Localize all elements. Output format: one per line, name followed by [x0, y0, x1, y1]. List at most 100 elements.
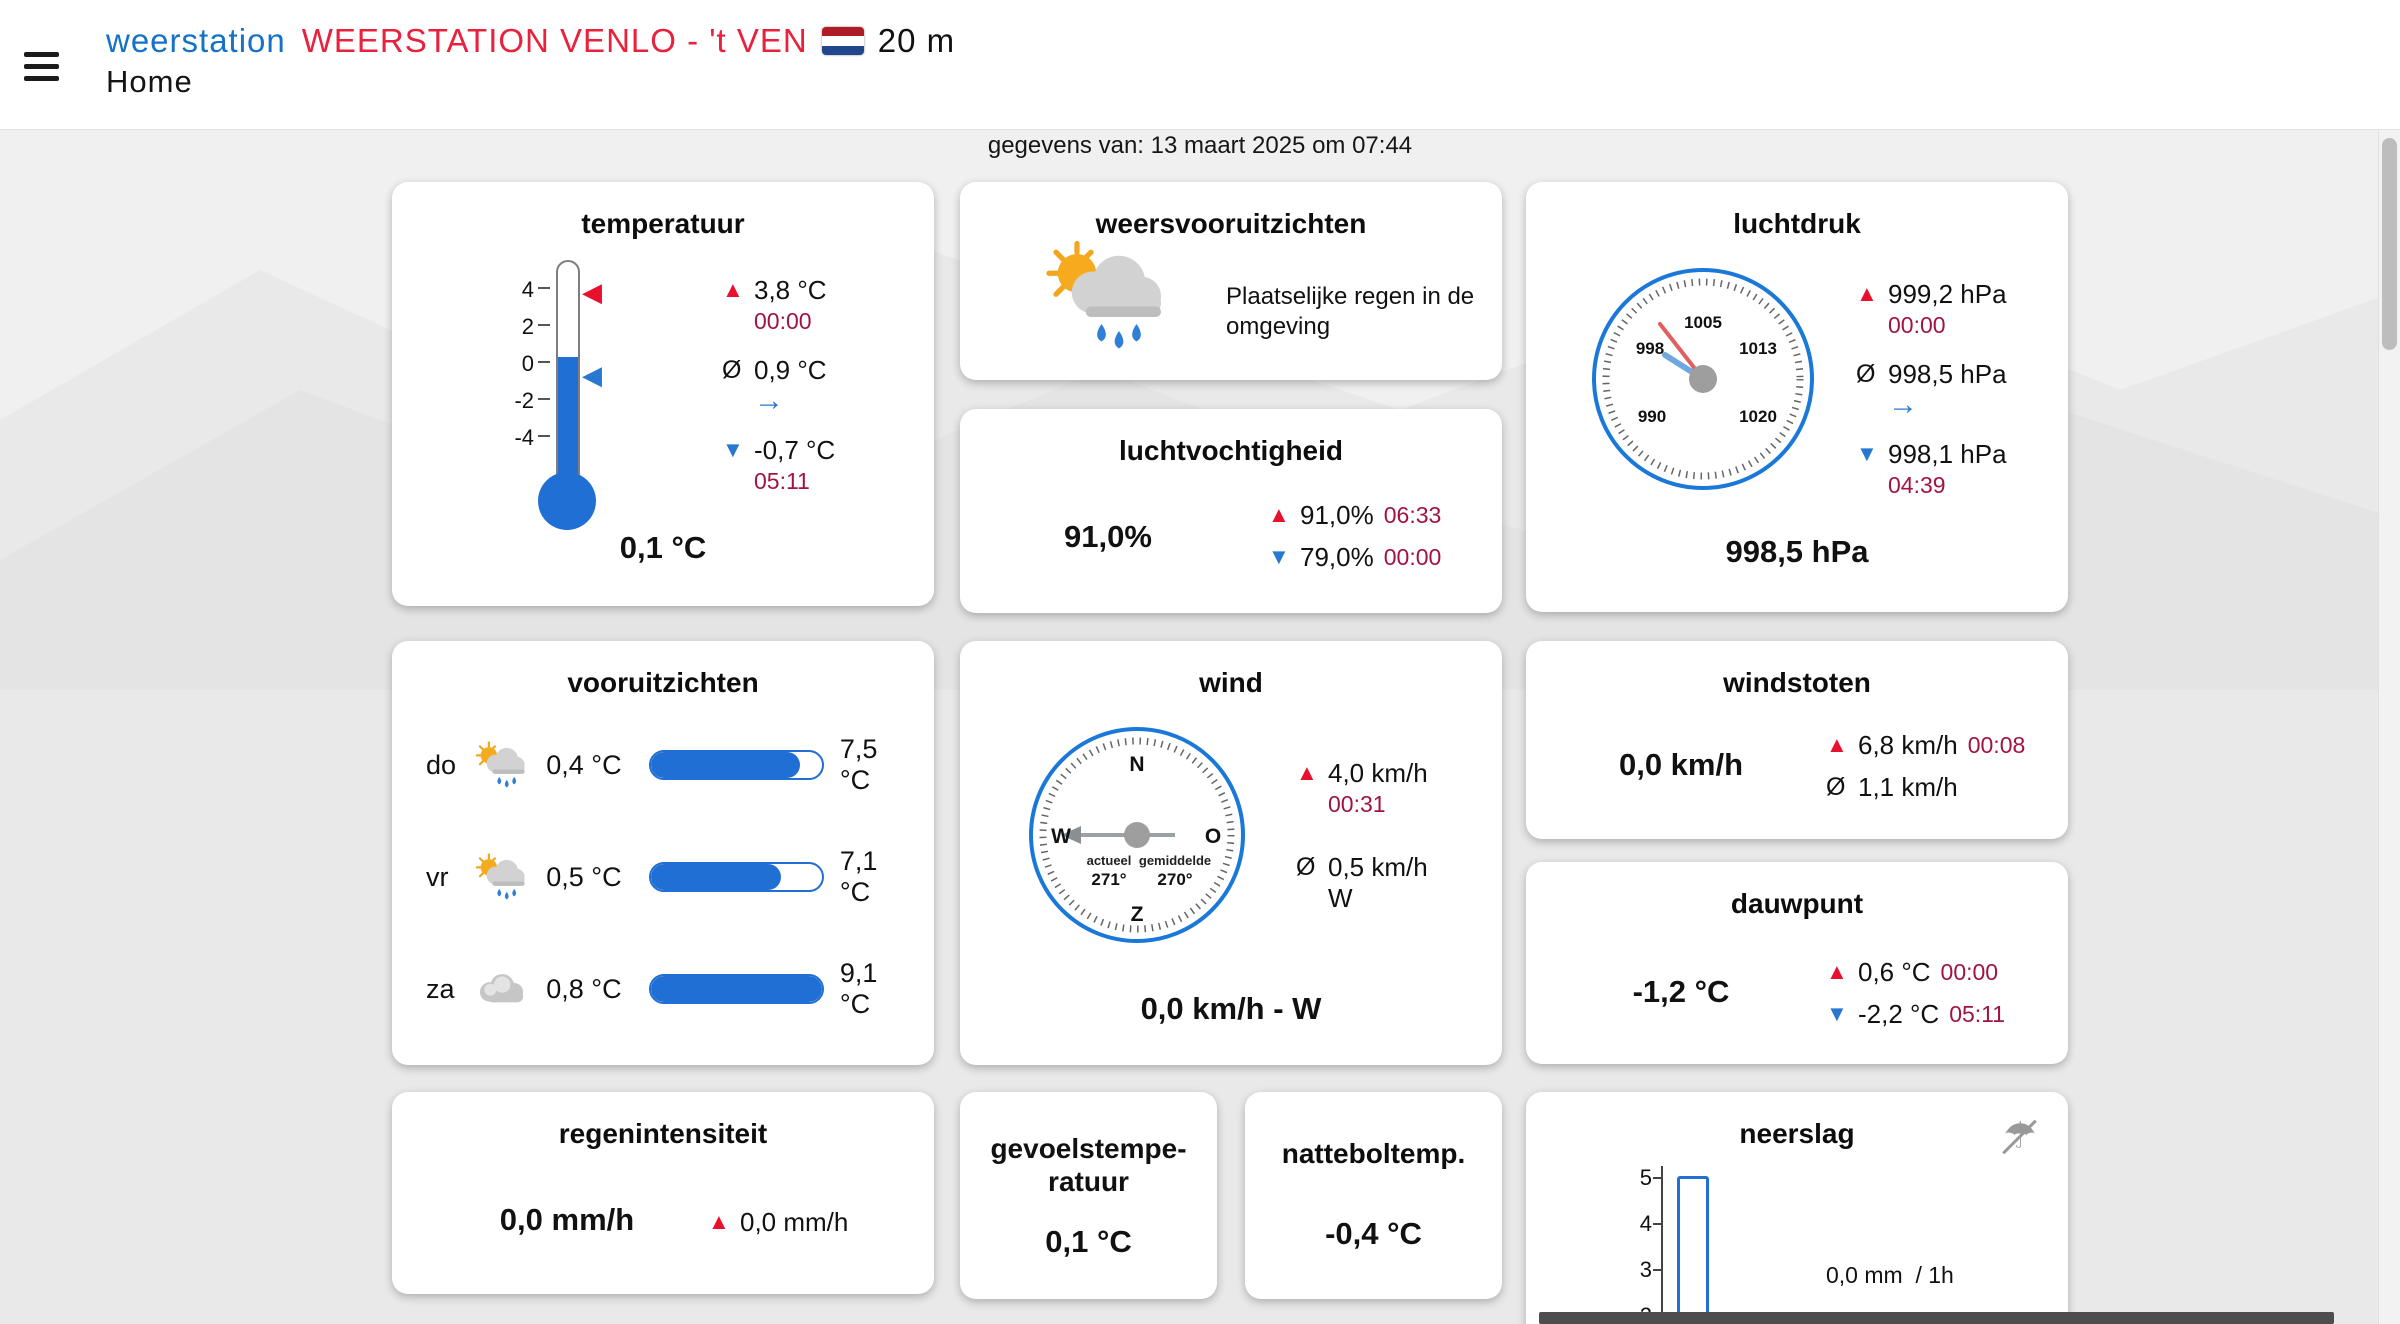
- temperature-stats: ▲ 3,8 °C 00:00 Ø 0,9 °C → ▼ -0,7 °C 05:11: [722, 274, 835, 514]
- max-value: 3,8 °C: [754, 274, 827, 305]
- forecast-row: za 0,8 °C 9,1 °C: [426, 951, 910, 1027]
- card-regenintensiteit: regenintensiteit 0,0 mm/h ▲ 0,0 mm/h: [392, 1092, 934, 1294]
- app-header: weerstation WEERSTATION VENLO - 't VEN 2…: [0, 0, 2400, 130]
- scale-label: -2: [514, 388, 534, 413]
- sun-rain-cloud-icon: [471, 851, 531, 903]
- min-time: 00:00: [1383, 543, 1442, 570]
- sun-rain-cloud-icon: [471, 739, 531, 791]
- up-arrow-icon: ▲: [1296, 760, 1318, 785]
- forecast-text: Plaatselijke regen in de omgeving: [1226, 283, 1475, 340]
- compass-east: O: [1205, 825, 1221, 848]
- brand-name: weerstation: [106, 22, 286, 59]
- avg-value: 1,1 km/h: [1858, 771, 1958, 802]
- rain-chart-bar: [1677, 1176, 1709, 1324]
- thermometer-tube: [556, 260, 580, 478]
- average-symbol: Ø: [1856, 359, 1876, 388]
- title-line2: ratuur: [1048, 1166, 1129, 1197]
- axis-label: 4: [1639, 1211, 1652, 1236]
- up-arrow-icon: ▲: [1856, 281, 1878, 306]
- day-label: do: [426, 749, 457, 780]
- hamburger-menu-icon[interactable]: [24, 52, 59, 88]
- min-time: 04:39: [1888, 471, 1946, 498]
- current-humidity: 91,0%: [1064, 519, 1152, 554]
- average-symbol: Ø: [1826, 772, 1846, 801]
- gust-stats: ▲ 6,8 km/h 00:08 Ø 1,1 km/h: [1826, 729, 2025, 813]
- min-marker-icon: ◀: [582, 360, 602, 390]
- trend-right-arrow-icon: →: [1888, 388, 1918, 421]
- scrollbar-thumb[interactable]: [2382, 138, 2397, 350]
- thermometer-icon: 4 2 0 -2 -4 ◀ ◀: [472, 246, 662, 546]
- max-time: 00:31: [1328, 790, 1386, 817]
- rain-stats: ▲ 0,0 mm/h: [708, 1206, 848, 1248]
- forecast-row: vr 0,5 °C 7,1 °C: [426, 839, 910, 915]
- wind-compass: N O Z W actueel 271° gemiddelde 270°: [1029, 727, 1245, 943]
- average-symbol: Ø: [722, 355, 742, 384]
- max-value: 6,8 km/h: [1858, 729, 1958, 760]
- max-marker-icon: ◀: [582, 277, 602, 307]
- min-value: 79,0%: [1300, 541, 1374, 572]
- title-line1: gevoelstempe-: [990, 1133, 1187, 1164]
- rain-chart-axis: [1661, 1166, 1663, 1324]
- day-label: vr: [426, 861, 449, 892]
- max-value: 91,0%: [1300, 499, 1374, 530]
- min-value: -2,2 °C: [1858, 998, 1940, 1029]
- rain-1h: 0,0 mm / 1h: [1826, 1262, 1954, 1288]
- current-feels-like: 0,1 °C: [1045, 1224, 1132, 1259]
- current-wind: 0,0 km/h - W: [1140, 991, 1322, 1026]
- day-label: za: [426, 973, 455, 1004]
- card-title: temperatuur: [581, 208, 745, 239]
- card-gevoelstemperatuur: gevoelstempe- ratuur 0,1 °C: [960, 1092, 1217, 1299]
- scale-label: 0: [521, 351, 534, 376]
- card-neerslag: neerslag ☂ 5 4 3 2 0,0 mm / 1h 0,0 mm / …: [1526, 1092, 2068, 1324]
- scale-label: 2: [521, 314, 534, 339]
- down-arrow-icon: ▼: [722, 437, 744, 462]
- max-time: 00:00: [1888, 311, 1946, 338]
- down-arrow-icon: ▼: [1268, 544, 1290, 569]
- card-title: weersvooruitzichten: [1095, 208, 1367, 239]
- average-symbol: Ø: [1296, 852, 1316, 881]
- min-value: -0,7 °C: [754, 434, 836, 465]
- max-time: 00:00: [1940, 958, 1999, 985]
- average-label: gemiddelde: [1139, 853, 1211, 868]
- max-temp: 9,1 °C: [839, 958, 878, 1019]
- card-title: vooruitzichten: [567, 667, 759, 698]
- current-pressure: 998,5 hPa: [1725, 534, 1869, 569]
- sun-rain-cloud-icon: [1030, 240, 1180, 352]
- current-rain-rate: 0,0 mm/h: [499, 1202, 635, 1237]
- temp-range-fill: [650, 752, 800, 778]
- card-luchtvochtigheid: luchtvochtigheid 91,0% ▲ 91,0% 06:33 ▼ 79,0…: [960, 409, 1502, 613]
- average-degrees: 270°: [1157, 870, 1192, 889]
- compass-west: W: [1051, 825, 1071, 848]
- max-value: 4,0 km/h: [1328, 757, 1428, 788]
- min-temp: 0,8 °C: [546, 973, 622, 1004]
- current-wetbulb: -0,4 °C: [1325, 1216, 1422, 1251]
- gauge-label: 1013: [1739, 339, 1777, 358]
- card-title: natteboltemp.: [1281, 1138, 1466, 1169]
- temp-range-fill: [650, 864, 781, 890]
- avg-value: 0,5 km/h: [1328, 851, 1428, 882]
- up-arrow-icon: ▲: [1826, 959, 1848, 984]
- temp-range-bar: [648, 974, 824, 1004]
- header-titlebar: weerstation WEERSTATION VENLO - 't VEN 2…: [106, 22, 955, 60]
- compass-north: N: [1129, 753, 1144, 776]
- card-title: wind: [1199, 667, 1263, 698]
- forecast-row: do 0,4 °C 7,5 °C: [426, 727, 910, 803]
- nav-home-link[interactable]: Home: [106, 64, 193, 99]
- dewpoint-stats: ▲ 0,6 °C 00:00 ▼ -2,2 °C 05:11: [1826, 956, 2005, 1040]
- axis-label: 5: [1639, 1165, 1652, 1190]
- avg-direction: W: [1328, 882, 1353, 913]
- compass-south: Z: [1131, 903, 1144, 926]
- card-wind: wind N O Z W actueel 271° gemiddelde 270…: [960, 641, 1502, 1065]
- up-arrow-icon: ▲: [708, 1209, 730, 1234]
- card-luchtdruk: luchtdruk 1005 998 1013 990 1020 ▲ 999,2 …: [1526, 182, 2068, 612]
- card-title: luchtvochtigheid: [1119, 435, 1343, 466]
- rain-totals: 0,0 mm / 1h 0,0 mm / 24h 26,9 mm / 30d: [1826, 1210, 1979, 1324]
- actual-label: actueel: [1087, 853, 1132, 868]
- mercury-level: [558, 357, 578, 476]
- thermometer-bulb: [538, 472, 596, 530]
- netherlands-flag-icon: [821, 27, 864, 55]
- gauge-label: 1005: [1684, 313, 1722, 332]
- max-temp: 7,1 °C: [839, 846, 878, 907]
- min-temp: 0,4 °C: [546, 749, 622, 780]
- card-title: luchtdruk: [1733, 208, 1861, 239]
